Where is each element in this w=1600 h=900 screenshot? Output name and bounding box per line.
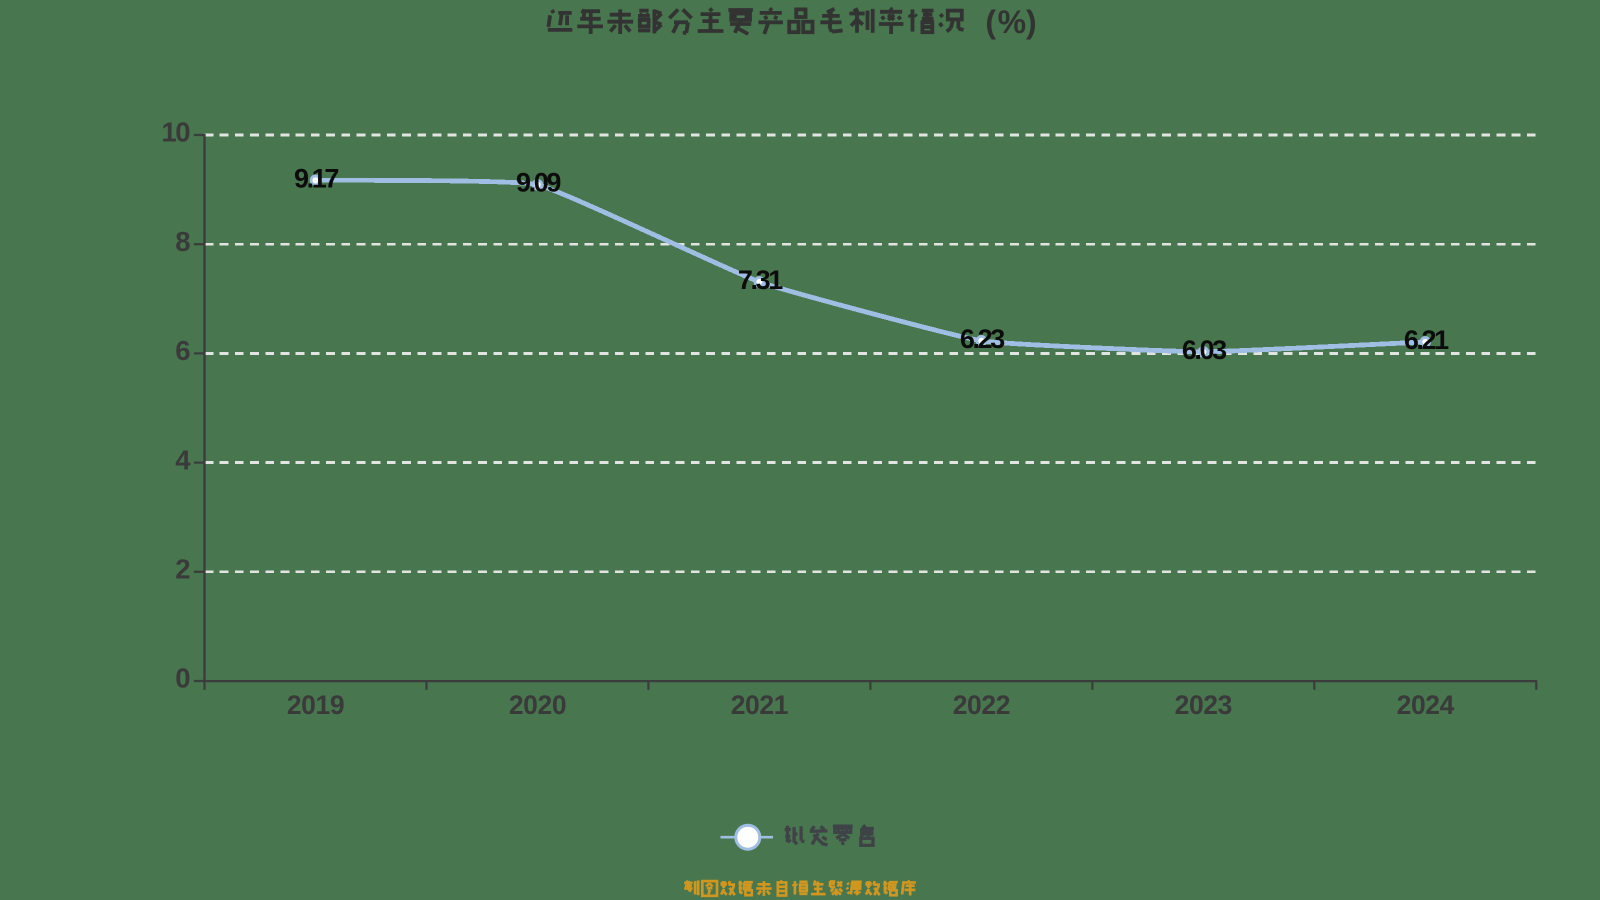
svg-text:7.31: 7.31 <box>738 265 783 295</box>
svg-text:): ) <box>1026 4 1037 40</box>
svg-text:%: % <box>998 4 1026 40</box>
svg-text:2: 2 <box>175 554 190 585</box>
svg-text:6.03: 6.03 <box>1182 335 1227 365</box>
svg-text:6: 6 <box>175 335 190 366</box>
svg-text:(: ( <box>985 4 996 40</box>
svg-text:9.17: 9.17 <box>294 163 338 193</box>
svg-text:9.09: 9.09 <box>516 168 561 198</box>
svg-text:2020: 2020 <box>509 690 566 720</box>
svg-text:2022: 2022 <box>953 690 1010 720</box>
svg-text:2019: 2019 <box>287 690 344 720</box>
svg-text:6.23: 6.23 <box>960 324 1005 354</box>
svg-text:2021: 2021 <box>731 690 788 720</box>
svg-text:6.21: 6.21 <box>1404 325 1449 355</box>
svg-text:2023: 2023 <box>1175 690 1232 720</box>
svg-text:8: 8 <box>175 226 190 257</box>
svg-text:0: 0 <box>175 663 190 694</box>
svg-text:2024: 2024 <box>1397 690 1455 720</box>
svg-text:4: 4 <box>175 444 191 475</box>
svg-text:10: 10 <box>161 117 190 148</box>
